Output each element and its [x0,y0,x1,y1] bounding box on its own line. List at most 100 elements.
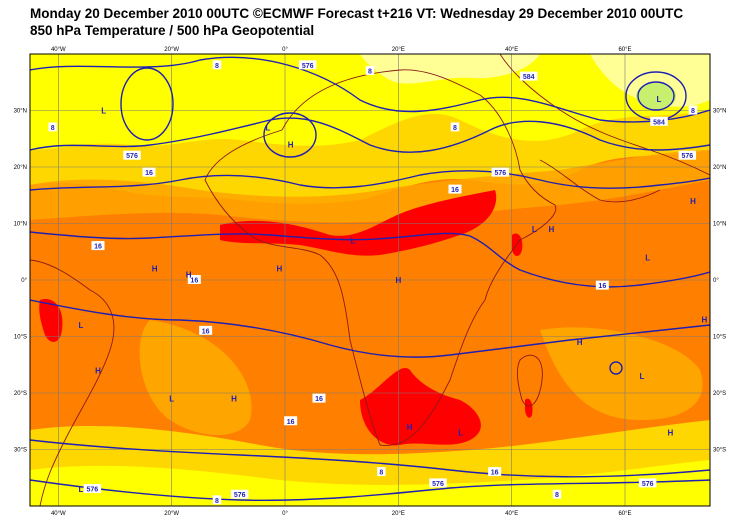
longitude-labels: 40°W 40°W 20°W 20°W 0° 0° 20°E 20°E 40°E 40°E 60°E… [51,47,632,517]
low-pressure-label: L [79,321,84,330]
madagascar-coast [516,354,543,407]
low-pressure-label: L [351,236,356,245]
contour-label-text: 8 [215,63,219,70]
contour-label-bg [312,393,326,403]
contour-label-bg [212,495,222,505]
contour-label-bg [298,60,317,70]
contour-label-text: 576 [681,153,693,160]
contour-label-bg [488,467,502,477]
contour-value-label: 584 [519,71,538,81]
contour-value-label: 16 [595,280,609,290]
lon-tick-label-top: 0° [282,47,288,53]
contour-value-label: 576 [429,478,447,488]
low-pressure-label: L [532,225,537,234]
lon-tick-label-top: 40°E [505,47,518,53]
contour-value-label: 8 [688,105,698,115]
contour-label-bg [212,60,222,70]
high-pressure-label: H [276,265,282,274]
contour-value-label: 16 [199,325,213,335]
light-yellow-patch [360,54,540,84]
lat-tick-label-left: 30°S [14,448,27,454]
lat-tick-label-right: 30°N [713,109,726,115]
low-pressure-label: L [79,485,84,494]
lon-tick-label-bottom: 40°W [51,511,66,517]
contour-value-label: 16 [142,167,156,177]
contour-label-text: 16 [94,244,102,251]
high-pressure-label: H [186,270,192,279]
contour-label-bg [638,478,657,488]
contour-value-label: 576 [491,167,510,177]
lon-tick-label-top: 40°W [51,47,66,53]
hot-zone-madagascar [525,398,533,418]
isotherm-16-south [30,299,710,358]
lat-tick-label-right: 10°S [713,335,726,341]
contour-value-label: 576 [638,478,657,488]
contour-value-label: 16 [448,184,462,194]
high-pressure-label: H [667,429,673,438]
contour-label-bg [519,71,538,81]
contour-label-text: 8 [51,125,55,132]
contour-label-bg [83,484,102,494]
low-pressure-label: L [640,372,645,381]
lat-tick-label-right: 0° [713,278,719,284]
lat-tick-label-right: 10°N [713,222,726,228]
hot-zone-somalia [512,233,523,256]
contour-value-label: 16 [312,393,326,403]
lat-tick-label-left: 10°N [14,222,27,228]
contour-label-text: 16 [145,170,153,177]
chart-title-line1: Monday 20 December 2010 00UTC ©ECMWF For… [30,6,684,21]
lat-tick-label-left: 20°S [14,391,27,397]
chart-title-line2: 850 hPa Temperature / 500 hPa Geopotenti… [30,23,315,38]
pressure-centre-labels: L L H L L L H H H H H H L L H L H H H L H L H L [79,95,708,494]
contour-label-text: 576 [432,481,444,488]
contour-label-bg [91,241,105,251]
contour-value-label: 8 [365,65,375,75]
isotherm-16-north [30,231,710,288]
cold-core-east [636,82,676,110]
low-pressure-label: L [169,395,174,404]
high-pressure-label: H [407,423,413,432]
contour-label-bg [230,489,249,499]
high-pressure-label: H [288,140,294,149]
contour-label-bg [688,105,698,115]
contour-label-text: 16 [598,283,606,290]
contour-label-text: 8 [215,498,219,505]
contour-value-label: 8 [212,495,222,505]
contour-value-label: 576 [83,484,102,494]
contour-label-text: 584 [523,74,535,81]
contour-label-bg [365,65,375,75]
contour-label-text: 16 [315,396,323,403]
lat-tick-label-left: 0° [21,278,27,284]
contour-label-bg [48,122,57,132]
contour-value-label: 8 [450,122,460,132]
lat-tick-label-left: 30°N [14,109,27,115]
yellow-band-north [30,54,710,150]
contour-label-text: 8 [555,492,559,499]
lon-tick-label-bottom: 0° [282,511,288,517]
low-contour-east [637,81,675,111]
light-yellow-patch-east [590,54,710,107]
contour-label-bg [142,167,156,177]
contour-label-text: 576 [86,487,98,494]
contour-value-label: 8 [212,60,222,70]
high-pressure-label: H [395,276,401,285]
lon-tick-label-bottom: 60°E [618,511,631,517]
high-pressure-label: H [548,225,554,234]
contour-label-bg [552,489,562,499]
contour-label-text: 576 [642,481,654,488]
high-pressure-label: H [701,316,707,325]
contour-label-text: 576 [302,63,314,70]
contour-label-text: 8 [691,108,695,115]
low-pressure-label: L [657,95,662,104]
contour-label-text: 16 [491,470,499,477]
lat-tick-label-right: 20°N [713,165,726,171]
lon-tick-label-top: 60°E [618,47,631,53]
lat-tick-label-left: 10°S [14,335,27,341]
high-pressure-label: H [690,197,696,206]
orange-band-north [30,150,710,223]
low-pressure-label: L [458,429,463,438]
lat-tick-label-right: 20°S [713,391,726,397]
contour-value-label: 8 [48,122,57,132]
low-pressure-label: L [266,123,271,132]
